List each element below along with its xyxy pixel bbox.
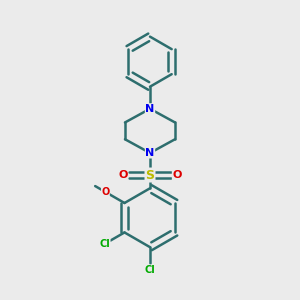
Text: Cl: Cl — [100, 239, 110, 249]
Text: O: O — [118, 170, 128, 180]
Text: N: N — [146, 104, 154, 114]
Text: N: N — [146, 148, 154, 158]
Text: O: O — [172, 170, 182, 180]
Text: S: S — [146, 169, 154, 182]
Text: O: O — [101, 187, 110, 197]
Text: Cl: Cl — [145, 265, 155, 275]
